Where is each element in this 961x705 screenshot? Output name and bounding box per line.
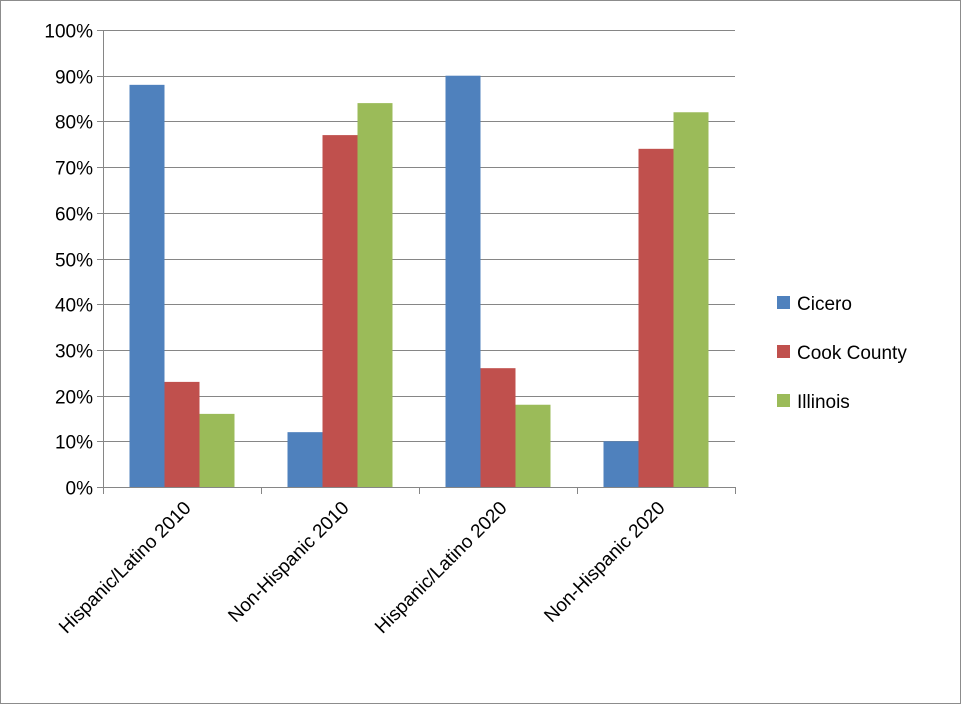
x-category-label: Hispanic/Latino 2010: [55, 498, 195, 638]
x-category-label: Non-Hispanic 2020: [540, 498, 669, 627]
x-category-label: Hispanic/Latino 2020: [371, 498, 511, 638]
bars: [129, 75, 709, 488]
bar-illinois-3: [673, 112, 709, 487]
y-tick-label: 0%: [66, 479, 94, 500]
bar-cook-county-0: [164, 381, 200, 487]
legend-swatch: [777, 296, 790, 309]
gridlines: [103, 30, 735, 442]
bar-cook-county-1: [322, 135, 358, 488]
x-category-labels: Hispanic/Latino 2010 Non-Hispanic 2010 His…: [55, 498, 669, 638]
y-tick-label: 10%: [55, 433, 93, 454]
legend-label: Cook County: [797, 343, 907, 364]
bar-illinois-0: [199, 413, 235, 487]
y-tick-label: 70%: [55, 159, 93, 180]
bar-cicero-3: [603, 441, 639, 487]
legend-swatch: [777, 394, 790, 407]
y-tick-label: 20%: [55, 388, 93, 409]
legend-swatch: [777, 345, 790, 358]
legend-label: Cicero: [797, 294, 852, 315]
bar-cicero-1: [287, 432, 323, 487]
bar-illinois-1: [357, 103, 393, 488]
y-tick-label: 90%: [55, 68, 93, 89]
axes: [97, 30, 736, 494]
bar-cicero-2: [445, 75, 481, 487]
y-tick-label: 80%: [55, 113, 93, 134]
y-tick-label: 100%: [44, 22, 93, 43]
y-tick-label: 40%: [55, 296, 93, 317]
bar-cicero-0: [129, 84, 165, 487]
y-tick-labels: 0% 10% 20% 30% 40% 50% 60% 70% 80% 90% 100%: [44, 22, 93, 500]
y-tick-label: 30%: [55, 342, 93, 363]
legend-label: Illinois: [797, 392, 850, 413]
bar-cook-county-2: [480, 368, 516, 487]
y-tick-label: 50%: [55, 251, 93, 272]
y-tick-label: 60%: [55, 205, 93, 226]
bar-cook-county-3: [638, 148, 674, 487]
x-category-label: Non-Hispanic 2010: [224, 498, 353, 627]
legend: Cicero Cook County Illinois: [777, 294, 907, 413]
bar-illinois-2: [515, 404, 551, 487]
